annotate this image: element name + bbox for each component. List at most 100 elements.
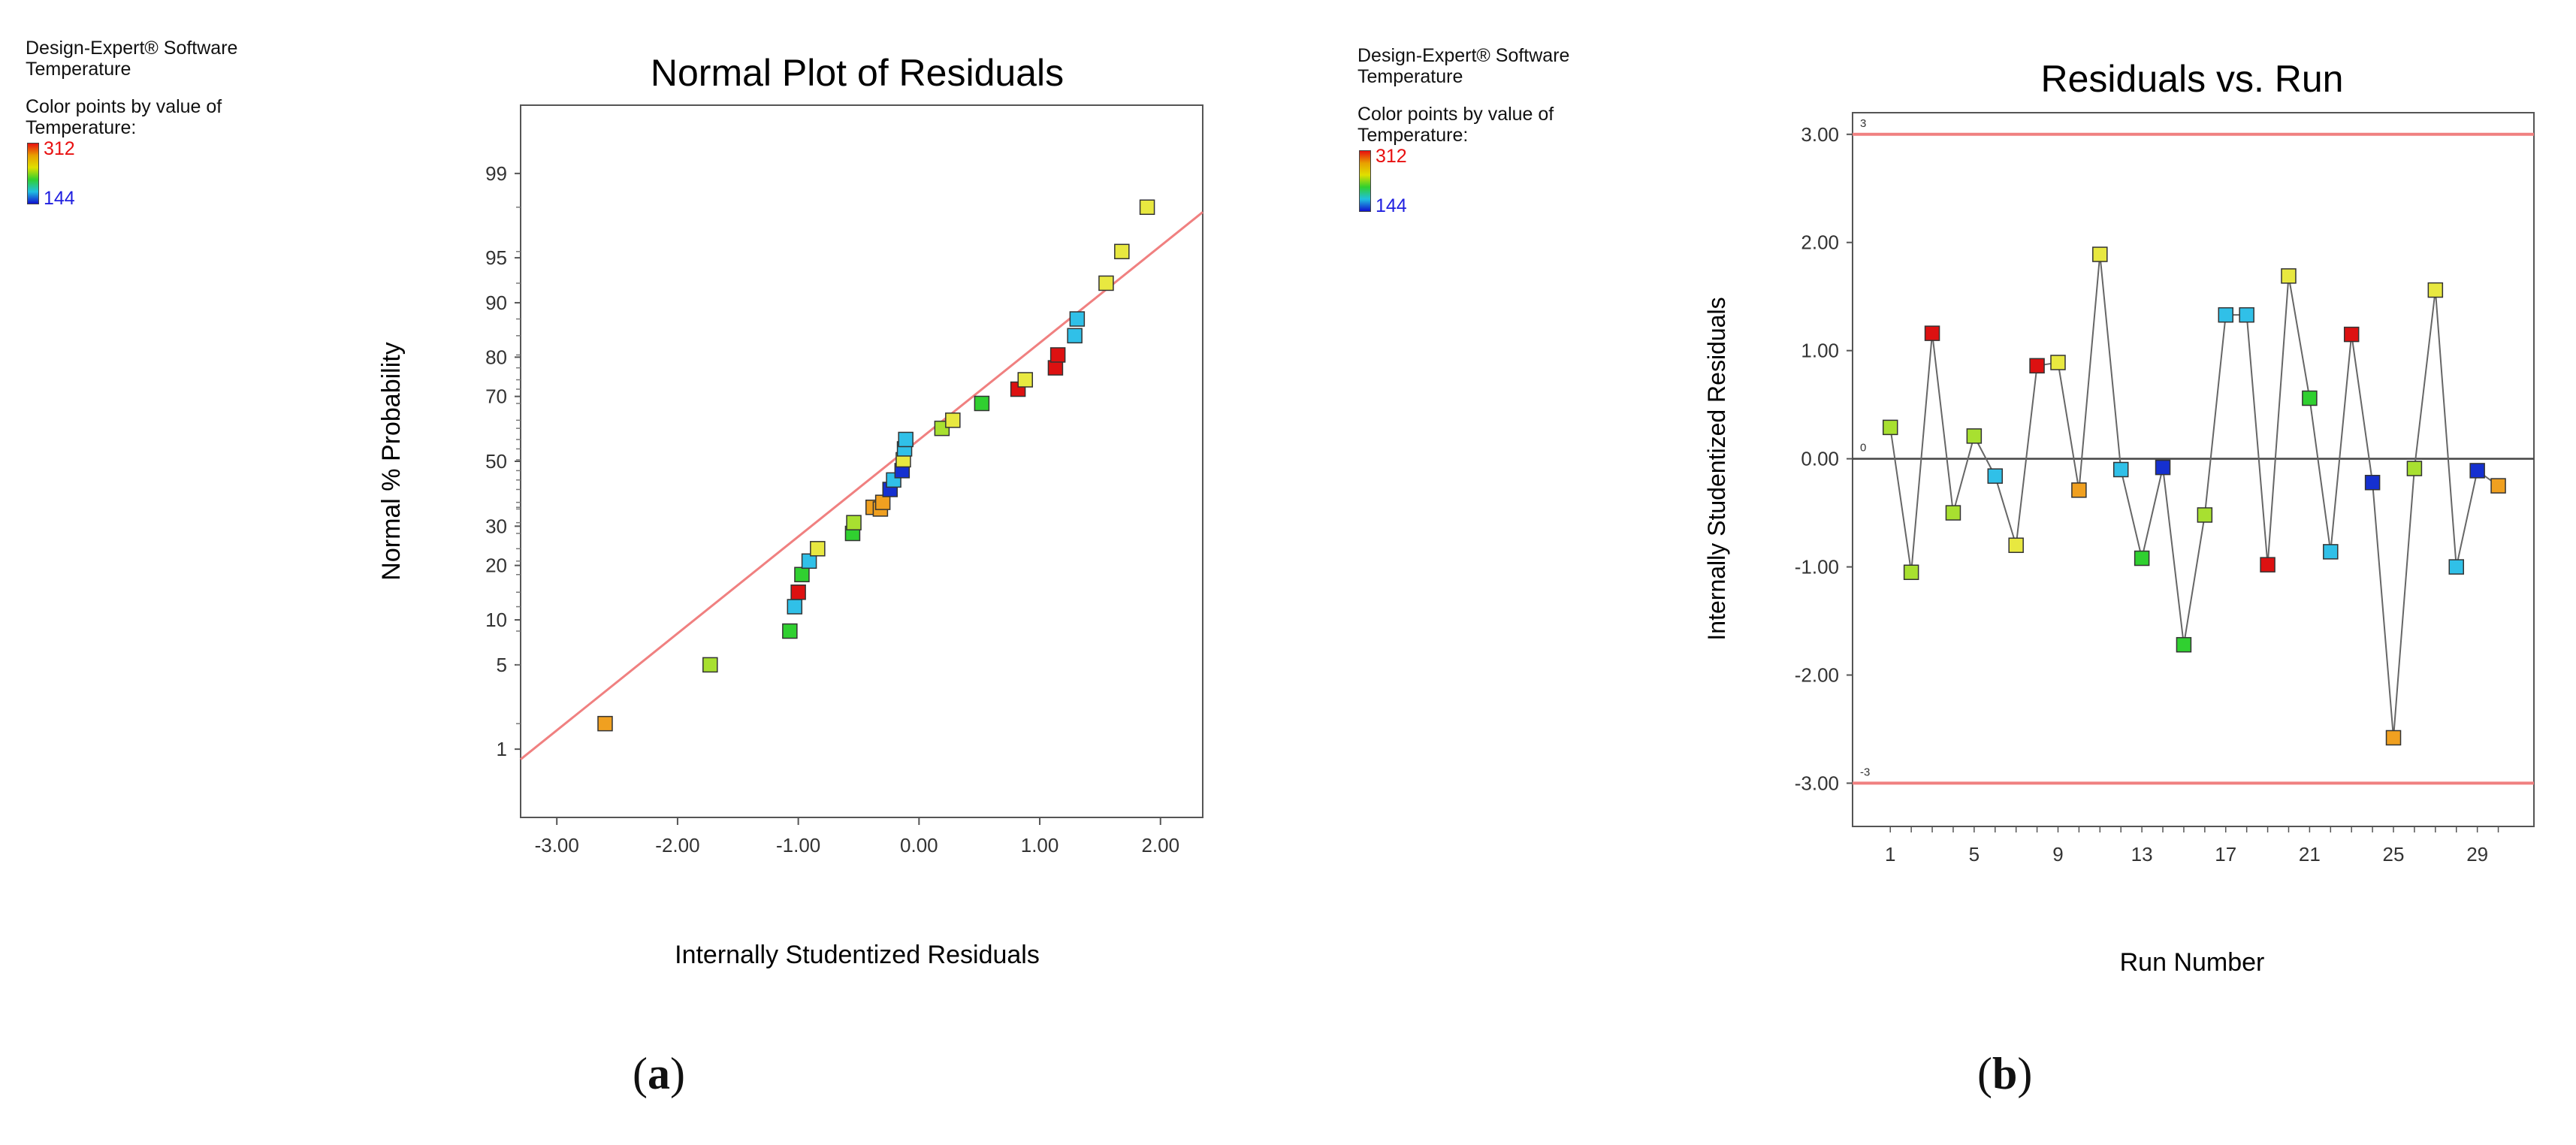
data-point [2343, 326, 2360, 343]
y-tick-label: 30 [485, 515, 507, 537]
data-point [2323, 544, 2339, 560]
data-point [2112, 461, 2129, 478]
y-tick-label: 0.00 [1801, 448, 1839, 470]
data-point [2469, 463, 2485, 479]
y-tick-label: 99 [485, 162, 507, 185]
y-tick-label: 1 [497, 738, 507, 760]
data-point [2260, 557, 2276, 572]
zero-label: 0 [1860, 442, 1866, 455]
y-axis-label: Normal % Probability [377, 342, 406, 580]
color-gradient-bar [27, 143, 39, 204]
data-point [2406, 461, 2423, 476]
software-name: Design-Expert® Software [26, 38, 238, 59]
data-point [874, 494, 891, 510]
plot-frame [1852, 112, 2535, 827]
data-point [1017, 372, 1034, 388]
y-tick-label: 5 [497, 654, 507, 676]
x-tick-label: -1.00 [776, 834, 820, 856]
y-tick-label: 90 [485, 292, 507, 314]
x-tick-label: 17 [2215, 843, 2236, 866]
residuals-vs-run-plot: Residuals vs. Run Run Number Internally … [1703, 58, 2535, 977]
y-tick-label: 10 [485, 609, 507, 631]
color-label-factor: Temperature: [26, 117, 137, 138]
data-point [1945, 505, 1961, 521]
y-ticks: 3.00 2.00 1.00 0.00 -1.00 -2.00 -3.00 [1795, 123, 1853, 794]
fit-line [520, 211, 1203, 760]
x-tick-label: -2.00 [655, 834, 699, 856]
data-point [2155, 459, 2171, 476]
caption-b: (b) [1977, 1049, 2033, 1098]
data-point [1987, 468, 2004, 484]
x-tick-label: 1.00 [1021, 834, 1059, 856]
data-point [2092, 246, 2108, 262]
data-point [945, 412, 961, 428]
caption-a: (a) [633, 1049, 685, 1098]
y-axis-label: Internally Studentized Residuals [1703, 297, 1730, 640]
x-tick-label: 25 [2383, 843, 2405, 866]
color-scale: 312 144 [1357, 146, 1569, 216]
legend-right: Design-Expert® Software Temperature Colo… [1357, 45, 1569, 216]
x-tick-label: 21 [2299, 843, 2321, 866]
color-max-label: 312 [44, 138, 75, 159]
x-axis-label: Internally Studentized Residuals [675, 941, 1040, 969]
y-ticks: 1 5 10 20 30 50 70 80 90 95 99 [485, 162, 521, 760]
y-tick-label: 70 [485, 385, 507, 408]
data-points [597, 199, 1155, 732]
y-tick-label: -3.00 [1795, 772, 1839, 794]
factor-name: Temperature [1357, 66, 1463, 87]
software-name: Design-Expert® Software [1357, 45, 1570, 66]
series-line [1889, 254, 2499, 739]
data-point [1903, 564, 1919, 580]
x-tick-label: 2.00 [1141, 834, 1179, 856]
caption-letter: b [1992, 1049, 2018, 1098]
chart-title: Normal Plot of Residuals [651, 52, 1064, 94]
color-label-factor: Temperature: [1357, 125, 1469, 146]
data-point [1069, 311, 1086, 327]
color-label: Color points by value of [1357, 104, 1554, 125]
color-gradient-bar [1359, 150, 1371, 212]
x-tick-label: 0.00 [900, 834, 938, 856]
x-tick-label: 1 [1885, 843, 1895, 866]
color-min-label: 144 [1376, 195, 1407, 216]
x-ticks: 1 5 9 13 17 21 25 29 [1885, 826, 2499, 866]
data-point [787, 599, 803, 615]
y-tick-label: 50 [485, 450, 507, 473]
x-ticks: -3.00 -2.00 -1.00 0.00 1.00 2.00 [535, 817, 1179, 856]
y-tick-label: -1.00 [1795, 556, 1839, 579]
data-point [2050, 355, 2066, 370]
legend-left: Design-Expert® Software Temperature Colo… [26, 38, 237, 209]
data-point [794, 566, 810, 583]
data-point [1966, 428, 1983, 444]
normal-plot: Normal Plot of Residuals Internally Stud… [377, 52, 1203, 969]
x-tick-label: -3.00 [535, 834, 579, 856]
data-point [2490, 478, 2506, 494]
x-tick-label: 5 [1969, 843, 1980, 866]
x-axis-label: Run Number [2120, 948, 2265, 977]
data-point [2448, 559, 2464, 575]
data-point [1882, 419, 1898, 436]
y-tick-label: 80 [485, 346, 507, 368]
y-tick-label: 20 [485, 554, 507, 577]
data-point [2176, 636, 2192, 653]
x-tick-label: 13 [2131, 843, 2153, 866]
data-point [2134, 550, 2150, 566]
color-max-label: 312 [1376, 146, 1407, 167]
data-point [1114, 243, 1130, 260]
limit-lines: 3 -3 0 [1853, 117, 2534, 785]
data-point [2281, 268, 2297, 284]
y-tick-label: 95 [485, 246, 507, 269]
caption-letter: a [647, 1049, 670, 1098]
data-point [846, 515, 862, 530]
data-point [1067, 328, 1083, 344]
data-point [597, 715, 613, 732]
factor-name: Temperature [26, 59, 131, 80]
data-point [974, 395, 990, 412]
data-point [810, 541, 826, 557]
plot-frame [520, 104, 1203, 818]
data-point [1047, 360, 1064, 376]
data-point [1139, 199, 1155, 216]
data-point [782, 623, 798, 639]
rug-marks [516, 207, 521, 724]
x-tick-label: 29 [2466, 843, 2488, 866]
